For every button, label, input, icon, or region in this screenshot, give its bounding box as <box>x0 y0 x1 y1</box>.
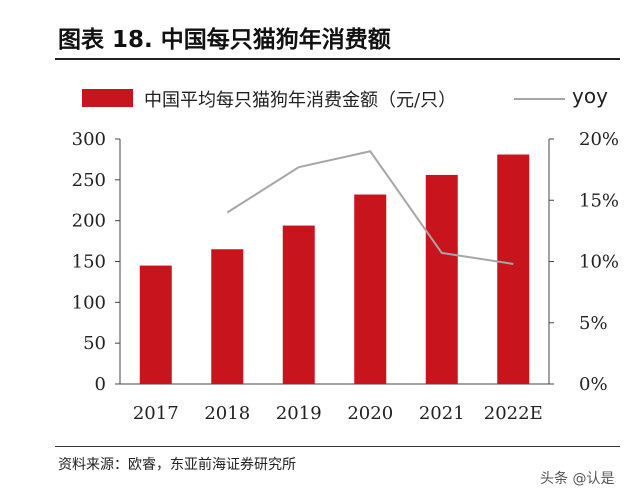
left-tick-label: 200 <box>72 211 106 232</box>
source-divider <box>55 446 620 447</box>
left-tick-label: 50 <box>83 333 106 354</box>
yoy-line <box>226 150 514 265</box>
x-tick-label: 2019 <box>276 403 322 424</box>
x-tick-label: 2022E <box>484 403 543 424</box>
watermark: 头条 @认是 <box>540 471 615 487</box>
left-tick-label: 0 <box>95 374 106 395</box>
bar-2022E <box>497 154 530 384</box>
x-tick-label: 2021 <box>419 403 465 424</box>
right-tick-label: 15% <box>579 190 619 211</box>
bar-2018 <box>211 249 244 384</box>
title-divider <box>55 58 620 60</box>
legend-line-label: yoy <box>572 84 608 108</box>
right-tick-label: 5% <box>579 313 608 334</box>
legend-line-swatch <box>514 98 565 100</box>
bar-2021 <box>425 174 458 384</box>
legend-bar-label: 中国平均每只猫狗年消费金额（元/只） <box>144 90 457 111</box>
right-tick-label: 10% <box>579 252 619 273</box>
bar-2017 <box>139 265 172 384</box>
bar-2019 <box>282 225 315 384</box>
x-tick-label: 2017 <box>133 403 179 424</box>
right-tick-label: 0% <box>579 374 608 395</box>
chart-title: 图表 18. 中国每只猫狗年消费额 <box>58 27 391 53</box>
left-tick-label: 100 <box>72 292 106 313</box>
x-tick-label: 2020 <box>347 403 393 424</box>
x-tick-label: 2018 <box>204 403 250 424</box>
legend-bar-swatch <box>82 89 133 107</box>
left-tick-label: 150 <box>72 252 106 273</box>
bar-2020 <box>354 194 387 384</box>
right-tick-label: 20% <box>579 129 619 150</box>
left-tick-label: 250 <box>72 170 106 191</box>
source-note: 资料来源：欧睿，东亚前海证券研究所 <box>58 457 296 473</box>
left-tick-label: 300 <box>72 129 106 150</box>
